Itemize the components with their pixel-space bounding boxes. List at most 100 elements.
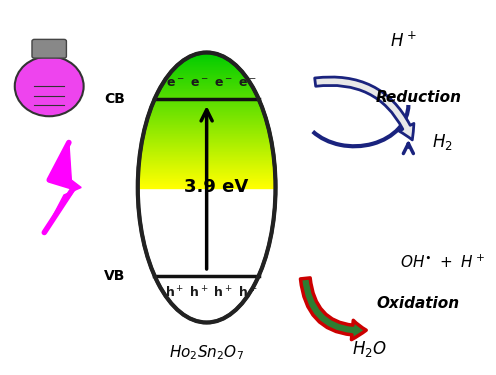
Bar	[169, 74, 244, 75]
Bar	[141, 148, 273, 149]
Bar	[139, 156, 274, 157]
Text: h$^+$ h$^+$ h$^+$ h$^+$: h$^+$ h$^+$ h$^+$ h$^+$	[165, 285, 258, 300]
Bar	[143, 136, 270, 137]
Bar	[155, 98, 258, 99]
Bar	[145, 127, 268, 128]
Bar	[152, 105, 261, 106]
FancyArrowPatch shape	[314, 77, 414, 140]
Bar	[154, 100, 259, 101]
Bar	[149, 113, 264, 114]
Bar	[182, 61, 231, 62]
Bar	[142, 139, 271, 140]
Bar	[198, 53, 216, 54]
Bar	[160, 88, 253, 89]
Bar	[178, 64, 236, 65]
Bar	[139, 158, 274, 159]
Bar	[156, 95, 257, 96]
Text: Ho$_2$Sn$_2$O$_7$: Ho$_2$Sn$_2$O$_7$	[169, 343, 244, 362]
Bar	[139, 165, 275, 166]
Bar	[166, 79, 248, 80]
Bar	[138, 181, 275, 182]
Bar	[145, 126, 268, 127]
Bar	[146, 123, 267, 124]
Bar	[159, 89, 254, 90]
Bar	[138, 183, 275, 184]
Bar	[178, 65, 236, 66]
Bar	[149, 112, 264, 113]
Bar	[138, 172, 275, 173]
Bar	[148, 115, 265, 116]
Bar	[171, 71, 242, 72]
Text: $H_2$: $H_2$	[433, 132, 453, 153]
Bar	[142, 142, 272, 143]
Bar	[160, 87, 253, 88]
Bar	[190, 56, 223, 57]
Bar	[176, 67, 238, 68]
Text: CB: CB	[105, 92, 125, 106]
Polygon shape	[44, 142, 81, 232]
Text: $OH^{\bullet}\ +\ H^+$: $OH^{\bullet}\ +\ H^+$	[400, 254, 485, 271]
Text: $H^+$: $H^+$	[390, 32, 417, 51]
Text: 3.9 eV: 3.9 eV	[185, 178, 248, 196]
Bar	[138, 174, 275, 175]
Bar	[139, 157, 274, 158]
Bar	[139, 164, 274, 165]
Bar	[157, 93, 256, 94]
Bar	[138, 184, 275, 185]
Bar	[138, 169, 275, 170]
Bar	[138, 176, 275, 177]
Bar	[142, 140, 271, 141]
Bar	[149, 114, 264, 115]
Bar	[138, 168, 275, 169]
Bar	[147, 118, 266, 119]
FancyBboxPatch shape	[32, 39, 66, 58]
Bar	[144, 132, 269, 133]
Bar	[157, 94, 256, 95]
Bar	[162, 85, 251, 86]
Bar	[185, 59, 229, 60]
Bar	[140, 153, 273, 154]
Bar	[144, 129, 269, 130]
Bar	[184, 60, 230, 61]
FancyArrowPatch shape	[301, 278, 366, 340]
Bar	[180, 63, 234, 64]
Bar	[167, 77, 247, 78]
Text: $H_2O$: $H_2O$	[352, 339, 386, 359]
Bar	[146, 122, 267, 123]
Bar	[141, 145, 272, 146]
Bar	[171, 72, 243, 73]
Bar	[138, 166, 275, 167]
Bar	[153, 102, 260, 103]
Bar	[158, 92, 255, 93]
Bar	[145, 128, 268, 129]
Bar	[176, 66, 238, 67]
Bar	[140, 152, 273, 153]
Bar	[173, 69, 240, 70]
Bar	[147, 121, 267, 122]
Bar	[170, 73, 244, 74]
Bar	[155, 97, 258, 98]
Bar	[167, 76, 246, 77]
Bar	[140, 151, 273, 152]
Text: e$^-$ e$^-$ e$^-$ e$^-$: e$^-$ e$^-$ e$^-$ e$^-$	[166, 77, 257, 90]
Bar	[151, 107, 262, 108]
Bar	[159, 90, 254, 91]
Bar	[174, 68, 239, 69]
Bar	[139, 162, 274, 163]
Bar	[168, 75, 245, 76]
Bar	[139, 160, 274, 161]
Bar	[161, 86, 252, 87]
Bar	[139, 159, 274, 160]
Bar	[147, 119, 266, 120]
Bar	[181, 62, 233, 63]
Bar	[154, 101, 260, 102]
Bar	[141, 147, 272, 148]
Bar	[138, 170, 275, 171]
Bar	[141, 146, 272, 147]
Bar	[154, 99, 259, 100]
Bar	[152, 104, 261, 105]
Bar	[162, 84, 251, 85]
Bar	[172, 70, 241, 71]
Bar	[141, 143, 272, 144]
Bar	[140, 149, 273, 150]
